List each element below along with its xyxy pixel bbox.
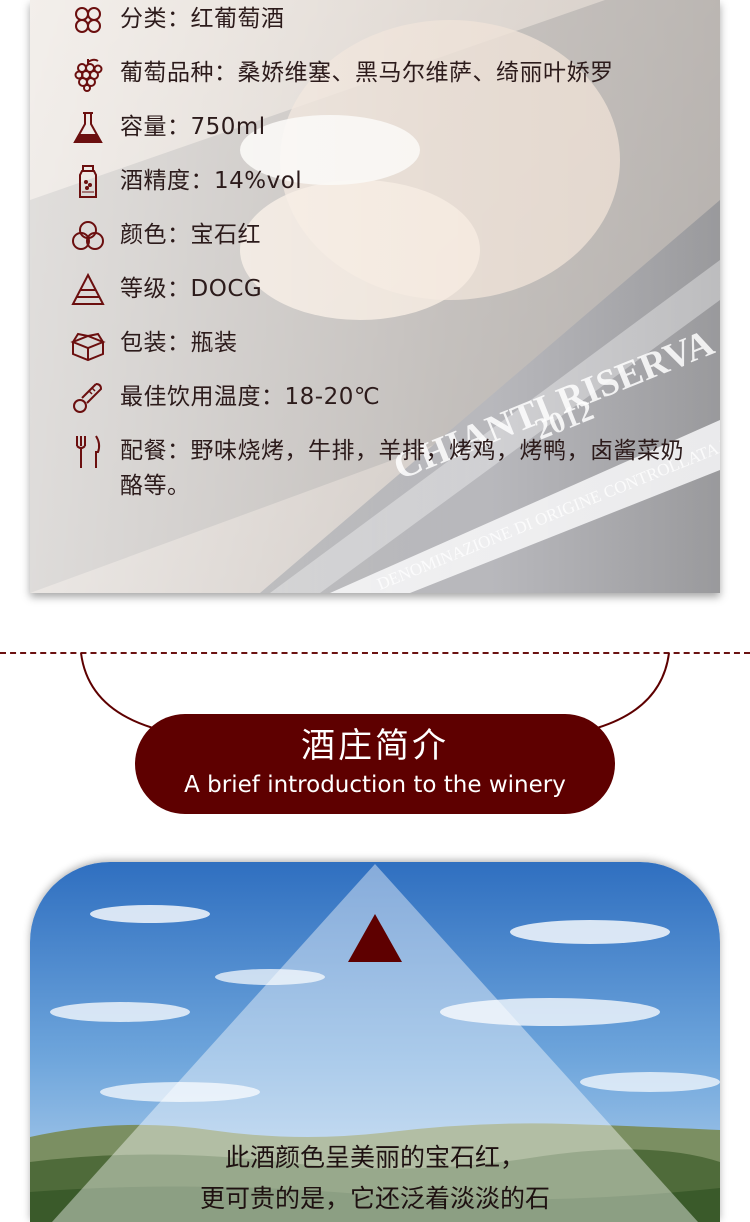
winery-image-card: 此酒颜色呈美丽的宝石红， 更可贵的是，它还泛着淡淡的石 xyxy=(30,862,720,1222)
color-circles-icon xyxy=(72,221,104,250)
wine-spec-card: CHIANTI RISERVA DENOMINAZIONE DI ORIGINE… xyxy=(30,0,720,593)
spec-text: 等级：DOCG xyxy=(120,276,263,302)
spec-row-capacity: 容量：750ml xyxy=(70,110,710,146)
section-divider xyxy=(0,652,750,654)
spec-text: 包装：瓶装 xyxy=(120,330,238,356)
thermometer-icon xyxy=(73,383,103,413)
spec-text: 葡萄品种：桑娇维塞、黑马尔维萨、绮丽叶娇罗 xyxy=(120,60,614,86)
spec-row-package: 包装：瓶装 xyxy=(70,326,710,362)
heading-arc xyxy=(80,653,670,729)
spec-row-color: 颜色：宝石红 xyxy=(70,218,710,254)
fork-knife-icon xyxy=(76,435,101,468)
section-title-cn: 酒庄简介 xyxy=(301,726,449,766)
bottle-icon xyxy=(79,165,97,198)
spec-row-grape: 葡萄品种：桑娇维塞、黑马尔维萨、绮丽叶娇罗 xyxy=(70,56,710,92)
spec-row-alcohol: 酒精度：14%vol xyxy=(70,164,710,200)
spec-text: 最佳饮用温度：18-20℃ xyxy=(120,384,381,410)
spec-text: 酒精度：14%vol xyxy=(120,168,303,194)
spec-row-temperature: 最佳饮用温度：18-20℃ xyxy=(70,380,710,416)
spec-overlay xyxy=(30,0,720,593)
section-title-en: A brief introduction to the winery xyxy=(184,772,566,798)
spec-text: 分类：红葡萄酒 xyxy=(120,6,285,32)
flask-icon xyxy=(73,112,103,143)
spec-row-category: 分类：红葡萄酒 xyxy=(70,2,710,38)
pyramid-icon xyxy=(71,272,105,305)
spec-row-grade: 等级：DOCG xyxy=(70,272,710,308)
spec-text: 配餐：野味烧烤，牛排，羊排，烤鸡，烤鸭，卤酱菜奶酪等。 xyxy=(120,438,684,499)
winery-intro-line: 更可贵的是，它还泛着淡淡的石 xyxy=(199,1184,550,1213)
spec-text: 颜色：宝石红 xyxy=(120,222,261,248)
box-icon xyxy=(70,332,106,362)
spec-row-pairing: 配餐：野味烧烤，牛排，羊排，烤鸡，烤鸭，卤酱菜奶酪等。 xyxy=(70,434,710,504)
grid-flower-icon xyxy=(75,7,101,33)
grape-icon xyxy=(74,58,103,92)
section-heading: 酒庄简介 A brief introduction to the winery xyxy=(135,714,615,814)
spec-text: 容量：750ml xyxy=(120,114,266,140)
winery-intro-line: 此酒颜色呈美丽的宝石红， xyxy=(224,1143,525,1172)
bottle-label-text: CHIANTI RISERVA DENOMINAZIONE DI ORIGINE… xyxy=(374,321,720,593)
